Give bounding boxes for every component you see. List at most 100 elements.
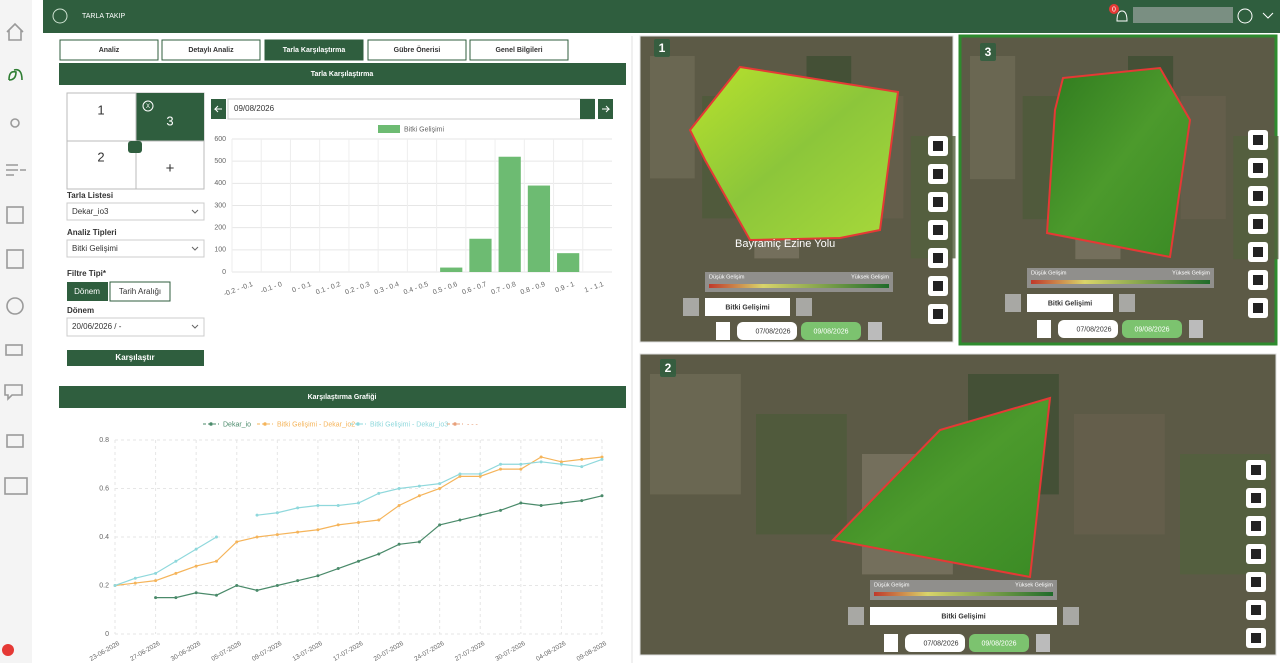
- y-tick-label: 100: [214, 247, 226, 254]
- select[interactable]: [66, 317, 205, 337]
- date-label[interactable]: 09/08/2026: [813, 328, 848, 335]
- point: [214, 535, 218, 539]
- tab-label[interactable]: Genel Bilgileri: [495, 47, 542, 54]
- map-tool-icon: [933, 281, 943, 291]
- date-next[interactable]: [1189, 320, 1203, 338]
- bell[interactable]: [1116, 10, 1128, 22]
- point: [296, 506, 300, 510]
- cell[interactable]: 3: [166, 113, 173, 128]
- map-tool-icon: [933, 253, 943, 263]
- select-value[interactable]: Dekar_io3: [72, 207, 109, 216]
- point: [133, 581, 137, 585]
- tab[interactable]: [367, 39, 467, 61]
- select-value[interactable]: Bitki Gelişimi: [72, 244, 118, 253]
- nav-left[interactable]: [1005, 294, 1021, 312]
- legend-gradient: [1031, 280, 1210, 284]
- user-icon[interactable]: [1237, 8, 1253, 24]
- layer-label[interactable]: Bitki Gelişimi: [725, 304, 769, 311]
- x-tick-label: 0.6 - 0.7: [461, 281, 488, 296]
- calendar[interactable]: [580, 99, 595, 119]
- layer-button[interactable]: [870, 607, 1057, 625]
- nav-right[interactable]: [1063, 607, 1079, 625]
- tab-label[interactable]: Detaylı Analiz: [188, 47, 234, 54]
- select[interactable]: [66, 239, 205, 258]
- x-tick-label: 0.5 - 0.6: [432, 281, 459, 296]
- date-chip[interactable]: [737, 322, 797, 340]
- tab-label[interactable]: Analiz: [99, 47, 120, 54]
- layer-button[interactable]: [1027, 294, 1113, 312]
- date-prev[interactable]: [884, 634, 898, 652]
- close[interactable]: [142, 100, 154, 112]
- select-value[interactable]: 20/06/2026 / -: [72, 322, 122, 331]
- point: [357, 501, 360, 505]
- filter-button[interactable]: [109, 281, 171, 302]
- layer-label[interactable]: Bitki Gelişimi: [941, 613, 985, 620]
- date-next[interactable]: [868, 322, 882, 340]
- x-tick-label: -0.2 - -0.1: [223, 281, 254, 298]
- tab-label[interactable]: Gübre Önerisi: [394, 45, 441, 54]
- nav-right[interactable]: [1119, 294, 1135, 312]
- date-prev[interactable]: [1037, 320, 1051, 338]
- point: [397, 503, 401, 507]
- map-tool-icon: [1251, 605, 1261, 615]
- select[interactable]: [66, 202, 205, 221]
- close-label[interactable]: X: [146, 104, 150, 110]
- date-next[interactable]: [1036, 634, 1050, 652]
- compare-button[interactable]: [67, 350, 204, 366]
- date-chip[interactable]: [1122, 320, 1182, 338]
- date-prev[interactable]: [716, 322, 730, 340]
- label: Analiz Tipleri: [67, 228, 117, 237]
- filter-button[interactable]: [67, 282, 108, 301]
- nav-right[interactable]: [796, 298, 812, 316]
- date-chip[interactable]: [801, 322, 861, 340]
- date-label[interactable]: 07/08/2026: [1076, 326, 1111, 333]
- date-label[interactable]: 07/08/2026: [755, 328, 790, 335]
- date-label[interactable]: 09/08/2026: [981, 640, 1016, 647]
- nav-left[interactable]: [683, 298, 699, 316]
- map-tool-icon: [933, 197, 943, 207]
- point: [255, 535, 259, 539]
- map-tool-icon: [1253, 303, 1263, 313]
- cell[interactable]: 2: [97, 149, 104, 164]
- point: [154, 596, 158, 600]
- map-number: 2: [665, 361, 672, 375]
- layer-button[interactable]: [705, 298, 790, 316]
- point: [275, 584, 279, 587]
- legend-dot: [263, 422, 267, 426]
- lock[interactable]: [128, 141, 142, 153]
- cell[interactable]: 1: [97, 102, 104, 117]
- date-chip[interactable]: [969, 634, 1029, 652]
- cell-add[interactable]: +: [166, 160, 175, 177]
- y-tick-label: 500: [214, 158, 226, 165]
- y-tick-label: 300: [214, 202, 226, 209]
- tab[interactable]: [469, 39, 569, 61]
- date-label[interactable]: 07/08/2026: [923, 640, 958, 647]
- tab-label[interactable]: Tarla Karşılaştırma: [283, 47, 346, 54]
- date-value[interactable]: 09/08/2026: [234, 104, 275, 113]
- nav-left[interactable]: [848, 607, 864, 625]
- dropdown-arrow[interactable]: [1262, 12, 1274, 19]
- filter-option[interactable]: Dönem: [74, 287, 100, 296]
- point: [113, 584, 117, 587]
- layer-label[interactable]: Bitki Gelişimi: [1048, 300, 1092, 307]
- bar: [440, 267, 463, 272]
- point: [458, 474, 462, 478]
- point: [316, 528, 320, 532]
- date-input[interactable]: [227, 98, 595, 120]
- point: [600, 455, 604, 459]
- legend-dot: [209, 422, 213, 426]
- compare-label[interactable]: Karşılaştır: [115, 353, 154, 362]
- map-tool-icon: [1253, 247, 1263, 257]
- map-tool-icon: [933, 309, 943, 319]
- date-chip[interactable]: [905, 634, 965, 652]
- map-field: [650, 56, 695, 179]
- date-label[interactable]: 09/08/2026: [1134, 326, 1169, 333]
- notification-count: 0: [1112, 6, 1116, 13]
- tab[interactable]: [264, 39, 364, 61]
- date-chip[interactable]: [1058, 320, 1118, 338]
- map[interactable]: [639, 353, 1277, 656]
- bar: [527, 185, 551, 272]
- tab[interactable]: [59, 39, 159, 61]
- tab[interactable]: [161, 39, 261, 61]
- filter-option[interactable]: Tarih Aralığı: [119, 287, 161, 296]
